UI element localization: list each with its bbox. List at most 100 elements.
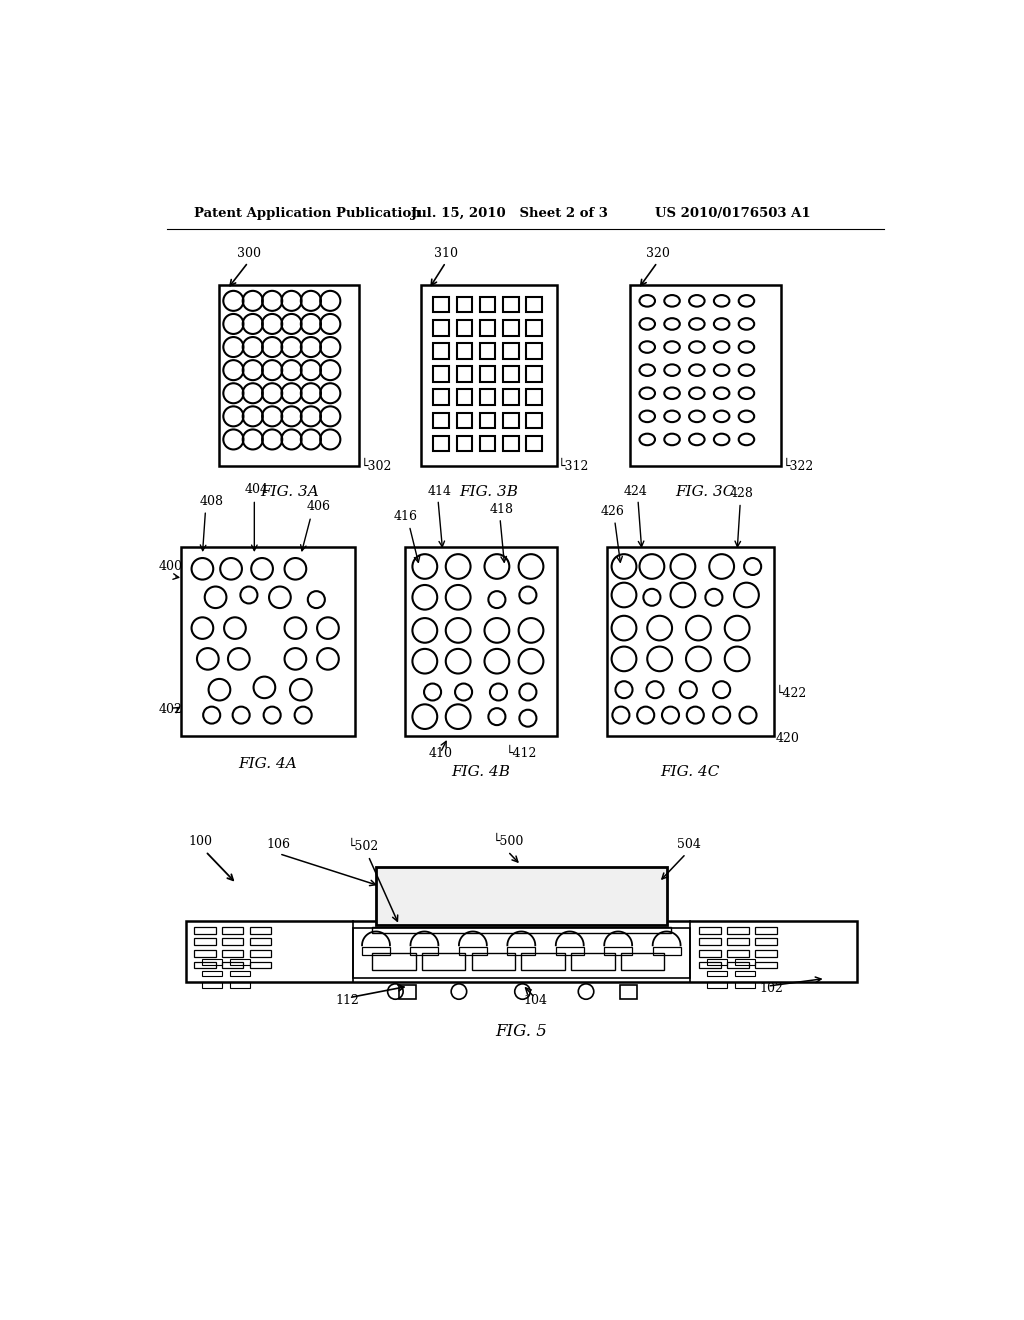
Text: 102: 102 xyxy=(760,982,783,994)
Bar xyxy=(229,960,250,965)
Bar xyxy=(707,982,727,987)
Text: 418: 418 xyxy=(489,503,513,516)
Text: FIG. 3B: FIG. 3B xyxy=(459,484,518,499)
Bar xyxy=(222,927,244,933)
Bar xyxy=(372,927,671,933)
Text: └412: └412 xyxy=(506,747,538,760)
Bar xyxy=(457,413,472,428)
Text: 402: 402 xyxy=(159,702,183,715)
Bar xyxy=(422,953,465,970)
Bar xyxy=(630,285,781,466)
Text: 410: 410 xyxy=(429,747,453,760)
Bar xyxy=(707,960,727,965)
Bar xyxy=(621,985,637,999)
Text: └422: └422 xyxy=(776,688,807,701)
Text: └302: └302 xyxy=(360,461,392,474)
Bar xyxy=(433,321,449,335)
Text: 106: 106 xyxy=(266,838,290,850)
Text: 426: 426 xyxy=(601,506,625,517)
Bar xyxy=(202,960,222,965)
Bar xyxy=(480,343,496,359)
Bar xyxy=(503,389,518,405)
Bar xyxy=(433,297,449,313)
Bar xyxy=(222,939,244,945)
Text: 408: 408 xyxy=(200,495,224,508)
Bar xyxy=(526,436,542,451)
Bar xyxy=(526,367,542,381)
Text: 416: 416 xyxy=(394,511,418,523)
Bar xyxy=(521,953,565,970)
Bar xyxy=(480,436,496,451)
Bar xyxy=(362,946,390,954)
Text: └312: └312 xyxy=(558,461,590,474)
Bar xyxy=(735,982,755,987)
Bar xyxy=(503,343,518,359)
Text: 300: 300 xyxy=(237,247,260,260)
Bar xyxy=(194,939,216,945)
Bar xyxy=(250,939,271,945)
Text: └322: └322 xyxy=(783,461,814,474)
Bar xyxy=(571,953,614,970)
Text: 406: 406 xyxy=(306,500,331,513)
Bar xyxy=(526,413,542,428)
Bar xyxy=(755,939,776,945)
Bar xyxy=(457,343,472,359)
Text: FIG. 5: FIG. 5 xyxy=(495,1023,547,1040)
Bar xyxy=(735,970,755,977)
Bar xyxy=(652,946,681,954)
Bar xyxy=(480,389,496,405)
Text: FIG. 3C: FIG. 3C xyxy=(676,484,735,499)
Bar xyxy=(250,950,271,957)
Bar xyxy=(202,970,222,977)
Bar xyxy=(727,939,749,945)
Text: └500: └500 xyxy=(493,836,523,849)
Bar xyxy=(526,343,542,359)
Bar xyxy=(222,950,244,957)
Bar xyxy=(411,946,438,954)
Bar xyxy=(607,548,773,737)
Bar xyxy=(480,297,496,313)
Bar xyxy=(526,321,542,335)
Bar xyxy=(707,970,727,977)
Bar xyxy=(433,389,449,405)
Bar xyxy=(421,285,557,466)
Bar xyxy=(457,297,472,313)
Bar xyxy=(480,367,496,381)
Text: US 2010/0176503 A1: US 2010/0176503 A1 xyxy=(655,207,811,220)
Bar xyxy=(556,946,584,954)
Text: 400: 400 xyxy=(159,561,183,573)
Bar xyxy=(433,436,449,451)
Bar xyxy=(457,321,472,335)
Bar xyxy=(406,548,557,737)
Bar xyxy=(433,343,449,359)
Bar xyxy=(727,961,749,969)
Text: FIG. 3A: FIG. 3A xyxy=(260,484,318,499)
Bar xyxy=(503,436,518,451)
Bar xyxy=(699,939,721,945)
Bar xyxy=(194,961,216,969)
Text: 428: 428 xyxy=(729,487,754,500)
Bar xyxy=(755,961,776,969)
Bar xyxy=(735,960,755,965)
Bar xyxy=(457,389,472,405)
Text: 420: 420 xyxy=(776,733,800,744)
Text: 100: 100 xyxy=(188,836,212,849)
Text: Jul. 15, 2010   Sheet 2 of 3: Jul. 15, 2010 Sheet 2 of 3 xyxy=(411,207,608,220)
Bar xyxy=(433,367,449,381)
Bar xyxy=(376,867,667,924)
Bar xyxy=(507,946,536,954)
Bar xyxy=(219,285,359,466)
Bar xyxy=(526,297,542,313)
Bar xyxy=(727,927,749,933)
Bar xyxy=(229,970,250,977)
Bar xyxy=(503,413,518,428)
Bar xyxy=(186,921,856,982)
Bar xyxy=(457,436,472,451)
Bar xyxy=(480,413,496,428)
Text: 112: 112 xyxy=(336,994,359,1007)
Bar xyxy=(699,961,721,969)
Bar xyxy=(755,950,776,957)
Bar xyxy=(457,367,472,381)
Text: 320: 320 xyxy=(646,247,670,260)
Text: Patent Application Publication: Patent Application Publication xyxy=(194,207,421,220)
